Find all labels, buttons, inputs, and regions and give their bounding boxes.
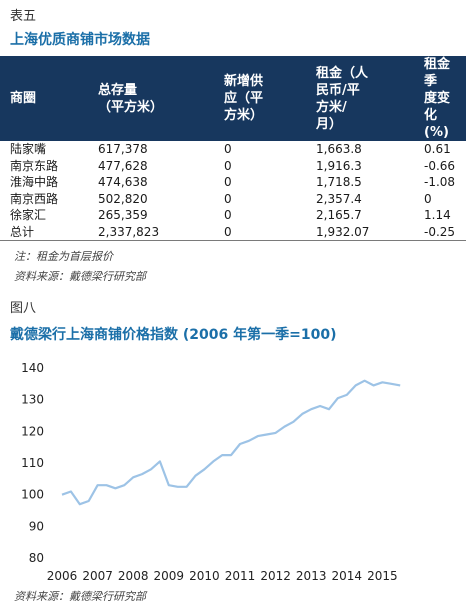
cell-rent: 1,663.8 (316, 142, 362, 156)
y-tick-label: 120 (21, 424, 44, 438)
cell-rent: 1,916.3 (316, 158, 362, 173)
y-tick-label: 130 (21, 393, 44, 407)
market-data-table: 商圈 总存量 （平方米） 新增供 应（平 方米） 租金（人 民币/平 方米/ 月… (0, 56, 466, 241)
cell-rent: 2,357.4 (316, 191, 362, 206)
x-tick-label: 2014 (332, 569, 363, 583)
cell-total-stock: 477,628 (98, 158, 148, 173)
table-label: 表五 (10, 9, 37, 24)
cell-total-stock: 474,638 (98, 175, 148, 189)
cell-district: 南京西路 (10, 191, 59, 206)
price-index-chart: 80 90 100 110 120 130 140 2006 2007 2008 2009 2010… (21, 361, 401, 583)
table-title: 上海优质商铺市场数据 (10, 32, 150, 48)
x-tick-label: 2010 (189, 569, 220, 583)
cell-rent-change: 0 (424, 191, 432, 206)
cell-total-stock: 2,337,823 (94, 223, 220, 241)
header-total-stock: 总存量 （平方米） (98, 82, 164, 115)
y-tick-label: 90 (29, 519, 44, 533)
cell-rent-change: -1.08 (424, 175, 456, 189)
y-tick-label: 80 (29, 551, 44, 565)
table-row: 徐家汇 265,359 0 2,165.7 1.14 (0, 207, 466, 224)
x-tick-label: 2006 (47, 569, 78, 583)
cell-new-supply: 0 (224, 158, 232, 173)
cell-new-supply: 0 (220, 223, 312, 241)
table-header-row: 商圈 总存量 （平方米） 新增供 应（平 方米） 租金（人 民币/平 方米/ 月… (0, 56, 466, 141)
cell-rent-change: 1.14 (424, 208, 451, 222)
table-note: 注：租金为首层报价 (14, 250, 113, 263)
cell-new-supply: 0 (224, 142, 232, 156)
plot-area (61, 379, 401, 506)
cell-rent: 1,932.07 (312, 223, 420, 241)
cell-district: 陆家嘴 (10, 142, 47, 156)
x-tick-label: 2013 (296, 569, 327, 583)
cell-rent: 1,718.5 (316, 175, 362, 189)
x-tick-label: 2008 (118, 569, 149, 583)
x-tick-label: 2009 (154, 569, 185, 583)
cell-new-supply: 0 (224, 191, 232, 206)
cell-district: 南京东路 (10, 158, 59, 173)
cell-district: 淮海中路 (10, 175, 59, 189)
header-new-supply: 新增供 应（平 方米） (224, 74, 264, 123)
x-tick-label: 2012 (260, 569, 291, 583)
x-axis: 2006 2007 2008 2009 2010 2011 2012 2013 2014 2015 (47, 569, 398, 583)
cell-rent-change: -0.66 (424, 158, 456, 173)
cell-total-stock: 617,378 (98, 142, 148, 156)
cell-district: 总计 (0, 223, 94, 241)
cell-district: 徐家汇 (10, 208, 47, 222)
cell-rent: 2,165.7 (316, 208, 362, 222)
chart-title: 戴德梁行上海商铺价格指数 (2006 年第一季=100) (10, 327, 337, 343)
cell-rent-change: 0.61 (424, 142, 451, 156)
cell-new-supply: 0 (224, 208, 232, 222)
header-rent-change: 租金季 度变化 (%) (424, 57, 451, 140)
y-tick-label: 100 (21, 488, 44, 502)
x-tick-label: 2011 (225, 569, 256, 583)
header-rent: 租金（人 民币/平 方米/ 月） (316, 65, 369, 132)
x-tick-label: 2015 (367, 569, 398, 583)
cell-rent-change: -0.25 (420, 223, 466, 241)
table-row-total: 总计 2,337,823 0 1,932.07 -0.25 (0, 223, 466, 241)
table-row: 淮海中路 474,638 0 1,718.5 -1.08 (0, 174, 466, 191)
table-source: 资料来源：戴德梁行研究部 (14, 270, 146, 283)
cell-total-stock: 502,820 (98, 191, 148, 206)
y-axis: 80 90 100 110 120 130 140 (21, 361, 44, 565)
chart-source: 资料来源：戴德梁行研究部 (14, 590, 146, 603)
y-tick-label: 110 (21, 456, 44, 470)
y-tick-label: 140 (21, 361, 44, 375)
x-tick-label: 2007 (82, 569, 113, 583)
chart-label: 图八 (10, 301, 37, 316)
table-row: 南京西路 502,820 0 2,357.4 0 (0, 191, 466, 208)
header-district: 商圈 (10, 91, 37, 106)
cell-total-stock: 265,359 (98, 208, 148, 222)
table-row: 陆家嘴 617,378 0 1,663.8 0.61 (0, 141, 466, 158)
cell-new-supply: 0 (224, 175, 232, 189)
table-row: 南京东路 477,628 0 1,916.3 -0.66 (0, 158, 466, 175)
series-line (61, 379, 401, 506)
